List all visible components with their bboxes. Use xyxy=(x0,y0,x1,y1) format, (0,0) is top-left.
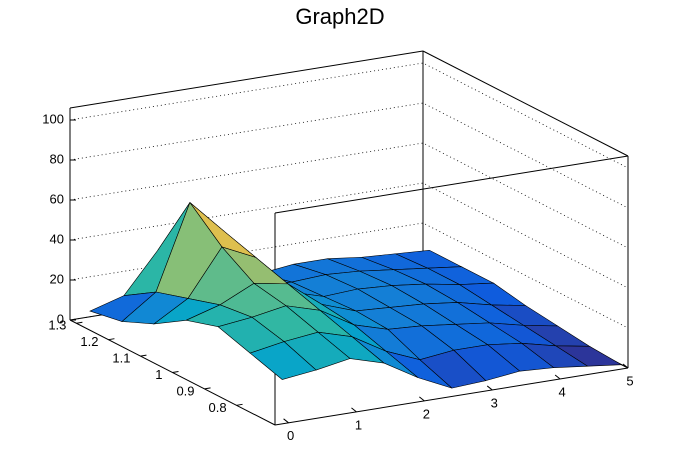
x-tick xyxy=(622,363,629,369)
z-tick-label: 0 xyxy=(57,311,64,326)
y-tick xyxy=(140,354,147,357)
y-tick xyxy=(172,371,179,373)
x-tick-label: 5 xyxy=(626,373,633,388)
x-tick xyxy=(554,374,561,380)
x-tick-label: 1 xyxy=(355,417,362,432)
y-tick-label: 1 xyxy=(155,367,162,382)
x-tick xyxy=(283,418,289,424)
surface-cell xyxy=(249,341,317,380)
y-tick xyxy=(108,338,115,341)
box-edge xyxy=(274,367,629,426)
box-edge xyxy=(422,50,629,157)
x-tick xyxy=(419,396,425,402)
box-edge xyxy=(69,50,424,109)
y-tick-label: 0.8 xyxy=(208,400,226,415)
y-tick xyxy=(204,387,211,390)
y-tick-label: 0.9 xyxy=(176,383,194,398)
z-tick-label: 80 xyxy=(50,151,64,166)
x-tick-label: 2 xyxy=(423,406,430,421)
chart-title: Graph2D xyxy=(295,4,384,29)
x-tick xyxy=(351,407,357,413)
y-tick xyxy=(76,321,83,324)
z-tick-label: 40 xyxy=(50,231,64,246)
y-tick xyxy=(236,403,243,406)
z-tick-label: 20 xyxy=(50,271,64,286)
y-tick-label: 1.2 xyxy=(80,334,98,349)
x-tick-label: 0 xyxy=(287,428,294,443)
x-tick-label: 4 xyxy=(558,384,565,399)
z-tick-label: 100 xyxy=(42,111,64,126)
box-edge xyxy=(274,155,629,214)
x-tick-label: 3 xyxy=(491,395,498,410)
z-tick-label: 60 xyxy=(50,191,64,206)
y-tick-label: 1.1 xyxy=(112,351,130,366)
x-tick xyxy=(486,385,493,391)
y-tick-label: 1.3 xyxy=(48,318,66,333)
